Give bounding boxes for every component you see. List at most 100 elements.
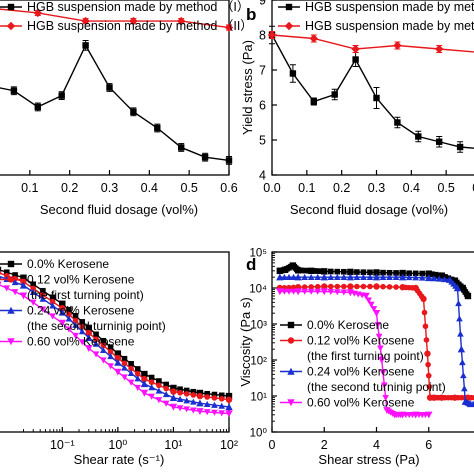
data-point xyxy=(3,269,10,276)
data-point xyxy=(288,263,294,270)
data-point xyxy=(379,273,387,280)
data-point xyxy=(72,321,79,328)
data-point xyxy=(183,391,190,397)
data-point xyxy=(422,323,429,330)
data-point xyxy=(156,378,162,384)
y-tick-label: 10⁵ xyxy=(249,248,267,260)
data-point xyxy=(445,275,452,281)
data-point xyxy=(425,270,432,277)
data-point xyxy=(435,275,443,282)
data-point xyxy=(438,272,446,279)
data-point xyxy=(307,288,315,295)
data-point xyxy=(308,284,314,290)
data-point xyxy=(435,272,442,278)
x-tick-label: 0.2 xyxy=(333,181,350,195)
x-tick-label: 0.4 xyxy=(403,181,420,195)
data-point xyxy=(30,281,36,288)
data-point xyxy=(375,333,383,340)
y-tick-label: 6 xyxy=(259,99,266,113)
data-point xyxy=(347,268,354,276)
data-point xyxy=(148,384,155,391)
series-triangle-down xyxy=(276,288,433,419)
panel-b: 0.0 0.1 0.2 0.3 0.4 0.5 0.6 4 5 6 7 8 9 HGB suspensio… xyxy=(240,0,474,217)
data-point xyxy=(114,350,122,357)
data-point xyxy=(3,285,11,292)
data-point xyxy=(412,270,419,277)
data-point xyxy=(327,268,334,275)
data-point xyxy=(425,274,433,282)
data-point xyxy=(334,283,341,290)
series-line xyxy=(271,34,474,53)
data-point xyxy=(66,307,72,313)
x-axis-label: Shear rate (s⁻¹) xyxy=(74,452,165,467)
data-point xyxy=(399,269,406,277)
data-point xyxy=(426,383,433,390)
data-point xyxy=(85,324,93,332)
data-point xyxy=(305,267,311,274)
y-axis-label: Viscosity (Pa s) xyxy=(238,297,253,386)
data-point xyxy=(190,392,197,398)
legend-marker xyxy=(287,367,295,375)
data-point xyxy=(358,292,366,299)
data-point xyxy=(424,350,431,357)
data-point xyxy=(11,289,19,296)
data-point xyxy=(437,394,443,401)
data-point xyxy=(290,288,297,295)
data-point xyxy=(129,16,138,26)
data-point xyxy=(29,299,37,306)
data-point xyxy=(196,392,204,400)
data-point xyxy=(190,388,197,395)
legend-label: 0.12 vol% Kerosene xyxy=(307,334,415,348)
data-point xyxy=(107,363,114,370)
series-line xyxy=(0,43,230,162)
data-point xyxy=(397,412,404,419)
data-point xyxy=(346,273,355,281)
data-point xyxy=(441,275,448,283)
series-triangle xyxy=(0,275,233,411)
data-point xyxy=(406,270,412,277)
data-point xyxy=(281,288,288,295)
x-tick-label: 0.2 xyxy=(61,181,78,195)
data-point xyxy=(128,365,134,372)
data-point xyxy=(0,270,2,275)
data-point xyxy=(58,92,65,99)
data-point xyxy=(225,157,233,164)
data-point xyxy=(276,273,284,281)
data-point xyxy=(327,273,335,280)
data-point xyxy=(121,374,128,381)
data-point xyxy=(351,44,360,54)
data-point xyxy=(298,267,305,274)
data-point xyxy=(311,268,318,274)
data-point xyxy=(301,267,308,274)
x-tick-label: 10⁻¹ xyxy=(50,438,75,452)
data-point xyxy=(134,375,142,382)
data-point xyxy=(49,313,56,320)
data-point xyxy=(281,273,288,280)
data-point xyxy=(418,274,426,281)
x-tick-label: 4 xyxy=(373,438,380,452)
data-point xyxy=(334,289,341,296)
data-point xyxy=(442,274,448,280)
data-point xyxy=(33,8,42,18)
data-point xyxy=(289,70,297,77)
data-point xyxy=(170,384,177,392)
data-point xyxy=(66,311,72,318)
data-point xyxy=(267,30,277,40)
data-point xyxy=(405,274,413,281)
data-point xyxy=(327,283,334,290)
data-point xyxy=(301,273,308,280)
data-point xyxy=(20,274,27,281)
y-tick-label: 10² xyxy=(250,356,267,368)
data-point xyxy=(373,94,380,102)
data-point xyxy=(360,273,367,280)
data-point xyxy=(162,400,170,407)
data-point xyxy=(49,294,56,301)
data-point xyxy=(85,329,93,337)
data-point xyxy=(321,283,328,290)
data-point xyxy=(409,412,416,419)
data-point xyxy=(82,42,89,49)
data-point xyxy=(177,386,183,393)
data-point xyxy=(334,273,341,280)
data-point xyxy=(320,273,328,281)
